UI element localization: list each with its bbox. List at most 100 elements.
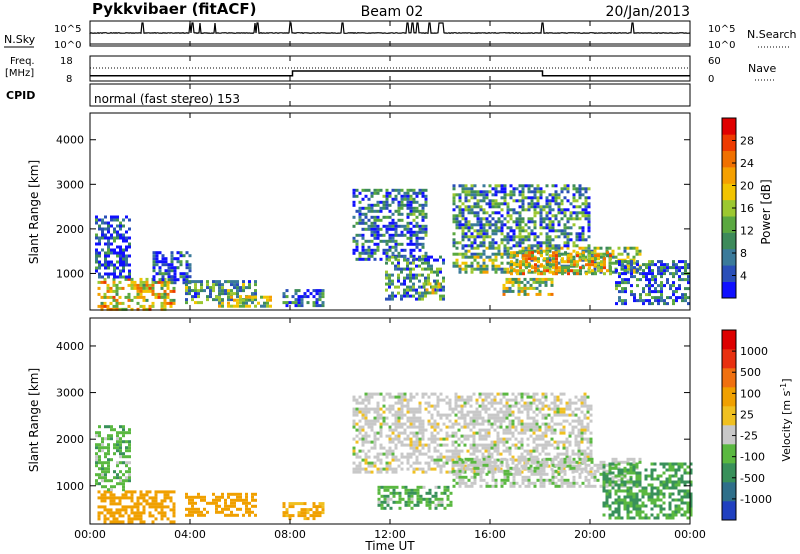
- heatmap-cell: [458, 184, 462, 188]
- heatmap-cell: [636, 284, 639, 288]
- heatmap-cell: [602, 252, 606, 256]
- heatmap-cell: [394, 443, 398, 447]
- heatmap-cell: [170, 269, 174, 273]
- heatmap-cell: [566, 460, 570, 464]
- heatmap-cell: [380, 485, 384, 489]
- heatmap-cell: [476, 193, 480, 197]
- heatmap-cell: [392, 485, 396, 489]
- heatmap-cell: [686, 495, 690, 499]
- heatmap-cell: [318, 295, 322, 299]
- heatmap-cell: [95, 458, 98, 462]
- heatmap-cell: [128, 449, 131, 453]
- heatmap-cell: [367, 464, 371, 468]
- heatmap-cell: [614, 516, 618, 520]
- heatmap-cell: [663, 263, 666, 267]
- heatmap-cell: [502, 419, 506, 423]
- heatmap-cell: [128, 227, 131, 231]
- heatmap-cell: [139, 514, 143, 518]
- heatmap-cell: [575, 235, 579, 239]
- heatmap-cell: [683, 483, 687, 487]
- heatmap-cell: [379, 257, 383, 261]
- heatmap-cell: [452, 232, 456, 236]
- heatmap-cell: [191, 289, 194, 293]
- heatmap-cell: [578, 252, 582, 256]
- heatmap-cell: [103, 301, 107, 305]
- heatmap-cell: [644, 504, 648, 508]
- heatmap-cell: [400, 294, 403, 298]
- heatmap-cell: [412, 261, 415, 265]
- heatmap-cell: [391, 294, 394, 298]
- heatmap-cell: [560, 460, 564, 464]
- heatmap-cell: [677, 462, 681, 466]
- heatmap-cell: [515, 199, 519, 203]
- heatmap-cell: [487, 428, 491, 432]
- heatmap-cell: [251, 292, 254, 296]
- power-cbar-label: Power [dB]: [759, 179, 773, 244]
- heatmap-cell: [470, 270, 474, 274]
- heatmap-cell: [385, 407, 389, 411]
- heatmap-cell: [478, 428, 482, 432]
- heatmap-cell: [315, 514, 319, 518]
- heatmap-cell: [424, 224, 428, 228]
- heatmap-cell: [632, 465, 636, 469]
- heatmap-cell: [677, 510, 681, 514]
- heatmap-cell: [361, 443, 365, 447]
- heatmap-cell: [312, 517, 316, 521]
- heatmap-cell: [512, 187, 516, 191]
- heatmap-cell: [638, 471, 642, 475]
- heatmap-cell: [488, 220, 492, 224]
- heatmap-cell: [635, 477, 639, 481]
- heatmap-cell: [689, 480, 693, 484]
- heatmap-cell: [511, 443, 515, 447]
- heatmap-cell: [406, 203, 410, 207]
- heatmap-cell: [116, 230, 119, 234]
- heatmap-cell: [560, 211, 564, 215]
- heatmap-cell: [376, 191, 380, 195]
- heatmap-cell: [445, 395, 449, 399]
- heatmap-cell: [227, 492, 230, 496]
- heatmap-cell: [142, 493, 146, 497]
- heatmap-cell: [554, 214, 558, 218]
- heatmap-cell: [385, 434, 389, 438]
- heatmap-cell: [430, 422, 434, 426]
- heatmap-cell: [458, 220, 462, 224]
- heatmap-cell: [230, 298, 233, 302]
- heatmap-cell: [666, 281, 669, 285]
- heatmap-cell: [95, 443, 98, 447]
- heatmap-cell: [212, 492, 215, 496]
- heatmap-cell: [227, 295, 230, 299]
- heatmap-cell: [428, 282, 432, 286]
- heatmap-cell: [315, 508, 319, 512]
- heatmap-cell: [461, 214, 465, 218]
- heatmap-cell: [497, 229, 501, 233]
- heatmap-cell: [515, 469, 519, 473]
- heatmap-cell: [550, 425, 554, 429]
- heatmap-cell: [550, 437, 554, 441]
- heatmap-cell: [624, 266, 627, 270]
- heatmap-cell: [370, 215, 374, 219]
- heatmap-cell: [584, 246, 588, 250]
- heatmap-cell: [533, 249, 537, 253]
- heatmap-cell: [532, 428, 536, 432]
- heatmap-cell: [500, 484, 504, 488]
- heatmap-cell: [552, 254, 555, 258]
- heatmap-cell: [593, 267, 597, 271]
- heatmap-cell: [409, 270, 412, 274]
- heatmap-cell: [668, 516, 672, 520]
- heatmap-cell: [535, 422, 539, 426]
- heatmap-cell: [566, 232, 570, 236]
- heatmap-cell: [418, 294, 421, 298]
- heatmap-cell: [532, 416, 536, 420]
- heatmap-cell: [439, 443, 443, 447]
- heatmap-cell: [653, 516, 657, 520]
- heatmap-cell: [572, 249, 576, 253]
- heatmap-cell: [499, 419, 503, 423]
- heatmap-cell: [221, 292, 224, 296]
- heatmap-cell: [587, 457, 591, 461]
- heatmap-cell: [352, 425, 356, 429]
- heatmap-cell: [609, 257, 612, 261]
- heatmap-cell: [536, 211, 540, 215]
- heatmap-cell: [103, 520, 107, 524]
- heatmap-cell: [448, 458, 452, 462]
- heatmap-cell: [576, 260, 579, 264]
